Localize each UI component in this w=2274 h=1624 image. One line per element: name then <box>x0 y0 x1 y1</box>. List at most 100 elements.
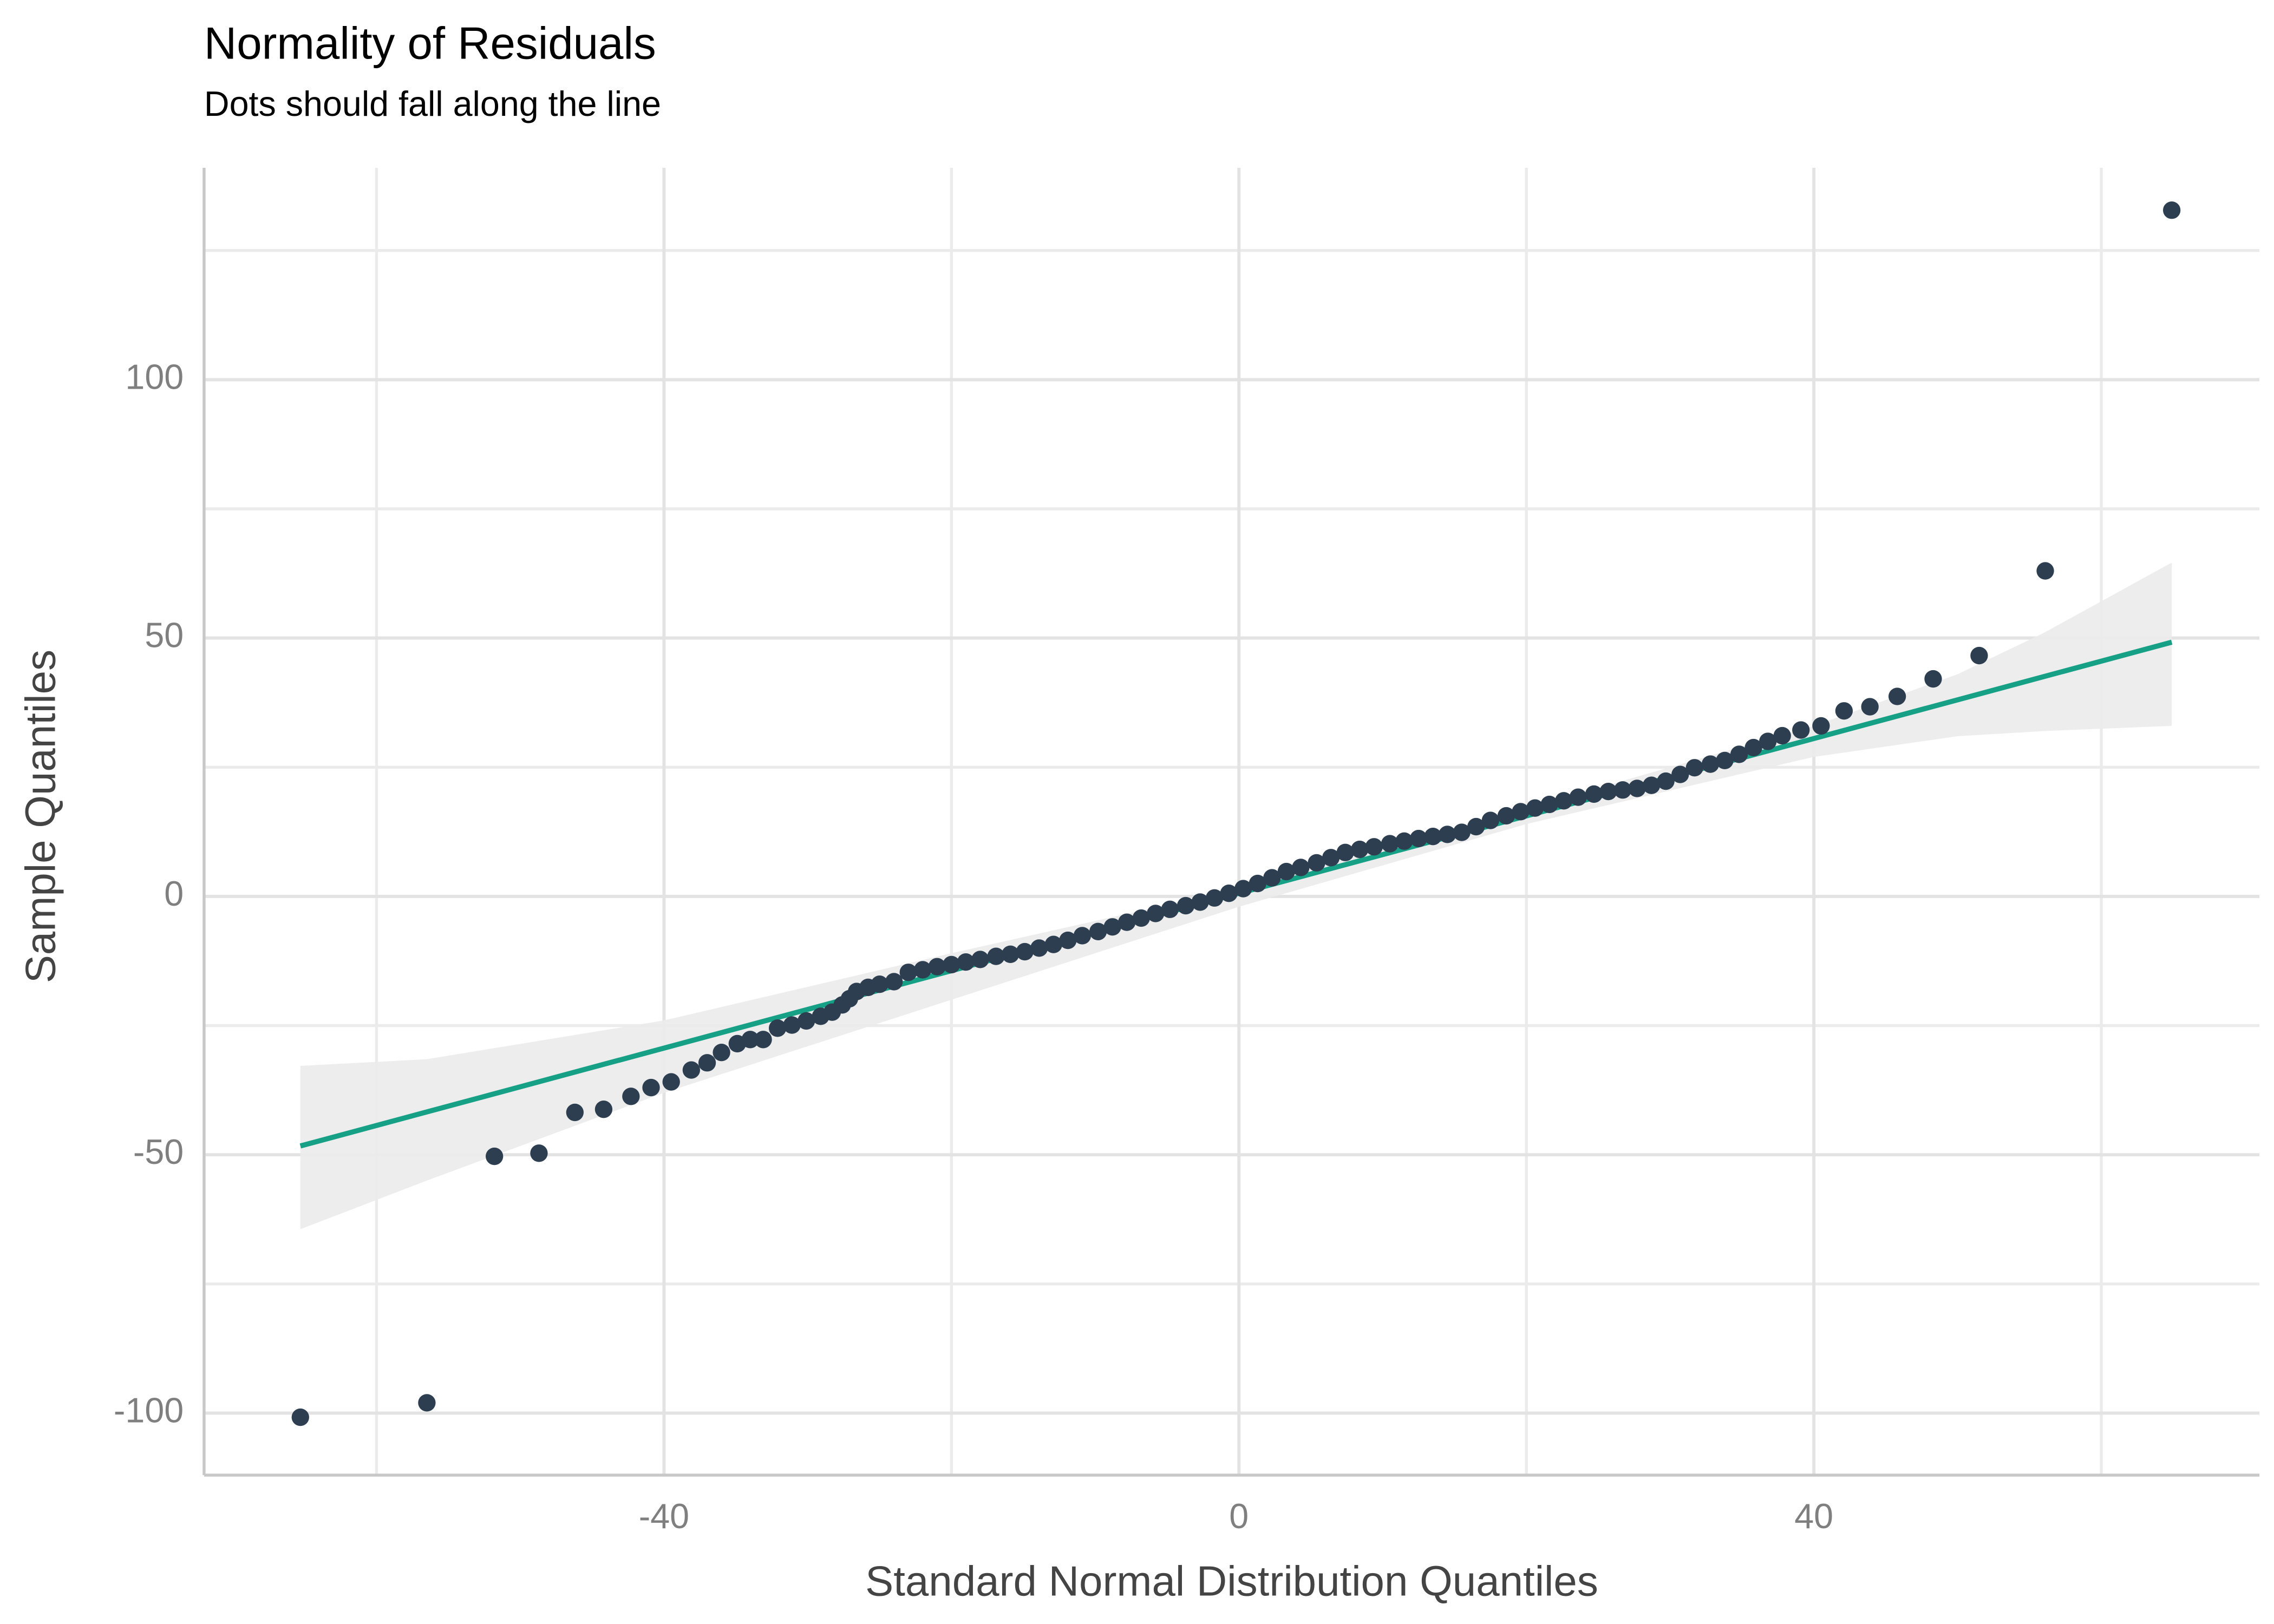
point <box>899 964 917 981</box>
point <box>1759 732 1777 750</box>
point <box>682 1061 701 1079</box>
point <box>1277 862 1296 881</box>
point <box>418 1394 436 1412</box>
x-tick-label: -40 <box>639 1497 689 1536</box>
point <box>1888 687 1906 705</box>
point <box>1439 826 1456 843</box>
point <box>1671 765 1689 783</box>
point <box>1812 717 1830 735</box>
point <box>1059 931 1077 949</box>
point <box>783 1016 801 1034</box>
point <box>566 1103 584 1122</box>
y-tick-label: -50 <box>133 1132 184 1171</box>
point <box>1526 799 1544 817</box>
point <box>943 955 960 974</box>
point <box>1744 738 1762 757</box>
point <box>1585 785 1603 803</box>
point <box>2036 562 2054 580</box>
point <box>1234 880 1252 898</box>
point <box>1599 782 1617 801</box>
point <box>1453 823 1471 841</box>
y-tick-label: -100 <box>114 1391 184 1430</box>
point <box>1716 751 1734 770</box>
point <box>885 973 903 991</box>
point <box>957 953 975 971</box>
point <box>1924 670 1942 688</box>
point <box>1555 792 1573 810</box>
point <box>1970 646 1988 665</box>
point <box>1657 772 1675 790</box>
point <box>291 1408 309 1426</box>
point <box>1497 807 1515 825</box>
point <box>1177 896 1195 915</box>
x-tick-label: 0 <box>1229 1497 1249 1536</box>
point <box>1861 698 1879 716</box>
point <box>1540 795 1558 814</box>
y-tick-label: 50 <box>145 616 184 655</box>
point <box>871 975 888 993</box>
y-tick-label: 100 <box>125 357 184 396</box>
point <box>1249 874 1266 893</box>
point <box>1730 745 1748 763</box>
point <box>662 1073 680 1091</box>
point <box>1792 721 1810 739</box>
y-tick-label: 0 <box>164 874 184 913</box>
point <box>1073 927 1092 945</box>
point <box>1089 922 1107 940</box>
point <box>530 1144 548 1162</box>
point <box>1613 781 1632 799</box>
chart-subtitle: Dots should fall along the line <box>204 84 661 123</box>
point <box>1002 945 1020 963</box>
point <box>1481 811 1499 829</box>
point <box>1322 849 1340 867</box>
point <box>1835 702 1853 720</box>
point <box>1308 854 1325 872</box>
point <box>713 1044 730 1062</box>
point <box>1016 942 1034 961</box>
point <box>987 947 1005 965</box>
point <box>1263 869 1281 887</box>
point <box>1220 885 1238 902</box>
point <box>486 1147 504 1165</box>
point <box>622 1088 640 1105</box>
point <box>928 958 946 975</box>
point <box>1191 893 1209 911</box>
point <box>768 1019 787 1037</box>
point <box>1467 817 1485 836</box>
point <box>1351 840 1369 859</box>
point <box>741 1031 759 1049</box>
chart-title: Normality of Residuals <box>204 18 656 69</box>
point <box>1569 788 1587 806</box>
point <box>1365 838 1383 856</box>
y-axis-title: Sample Quantiles <box>16 650 64 983</box>
point <box>1336 843 1354 861</box>
point <box>1161 900 1179 918</box>
point <box>1395 832 1413 850</box>
point <box>1205 889 1224 907</box>
point <box>1292 859 1310 876</box>
point <box>594 1101 613 1118</box>
point <box>1103 918 1121 936</box>
point <box>754 1031 772 1049</box>
x-tick-label: 40 <box>1794 1497 1833 1536</box>
point <box>1512 803 1530 821</box>
point <box>1773 726 1791 745</box>
point <box>1044 935 1062 953</box>
point <box>642 1078 660 1097</box>
point <box>1030 939 1048 957</box>
point <box>1118 913 1136 931</box>
point <box>914 961 932 979</box>
point <box>1643 776 1661 794</box>
point <box>1424 828 1442 846</box>
x-axis-title: Standard Normal Distribution Quantiles <box>865 1557 1598 1605</box>
point <box>971 951 989 968</box>
point <box>798 1012 815 1030</box>
point <box>1685 759 1703 777</box>
point <box>1132 909 1150 927</box>
point <box>1147 905 1165 922</box>
point <box>2162 201 2181 219</box>
point <box>1701 755 1720 773</box>
point <box>1381 835 1399 853</box>
